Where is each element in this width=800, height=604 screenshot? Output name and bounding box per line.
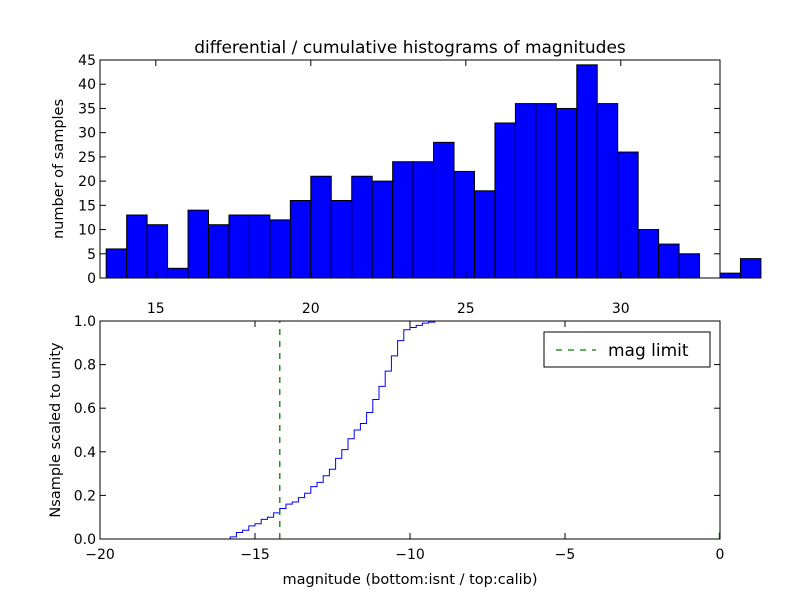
y-tick-label: 25: [78, 150, 96, 166]
histogram-bars: [105, 64, 762, 279]
histogram-bar: [576, 64, 598, 279]
top-plot-frame: [99, 59, 721, 279]
histogram-bar: [392, 161, 414, 279]
chart-title: differential / cumulative histograms of …: [194, 38, 626, 58]
histogram-bar: [433, 141, 455, 279]
histogram-bar: [351, 175, 373, 279]
y-tick-label: 10: [78, 223, 96, 239]
y-tick-label: 0.4: [74, 445, 96, 461]
histogram-bar: [494, 122, 516, 279]
top-y-ticks: 0 5 10 15 20 25 30 35 40 45: [78, 53, 720, 287]
histogram-bar: [412, 161, 435, 279]
histogram-bar: [310, 175, 332, 279]
histogram-bar: [187, 209, 209, 279]
legend-entry-mag-limit: mag limit: [608, 341, 689, 361]
histogram-bar: [330, 199, 353, 279]
y-tick-label: 5: [87, 247, 96, 263]
histogram-bar: [658, 243, 680, 279]
bottom-y-axis-label: Nsample scaled to unity: [48, 342, 64, 518]
y-tick-label: 40: [78, 77, 96, 93]
bottom-y-ticks: 0.0 0.2 0.4 0.6 0.8 1.0: [74, 314, 720, 548]
top-y-axis-label: number of samples: [51, 99, 67, 239]
y-tick-label: 1.0: [74, 314, 96, 330]
histogram-bar: [289, 199, 312, 279]
x-tick-label: 20: [302, 301, 320, 317]
histogram-bar: [535, 103, 557, 279]
y-tick-label: 0.0: [74, 532, 96, 548]
histogram-bar: [555, 107, 578, 279]
y-tick-label: 0.8: [74, 358, 96, 374]
x-tick-label: −5: [555, 547, 576, 563]
y-tick-label: 0.6: [74, 401, 96, 417]
x-tick-label: 15: [147, 301, 165, 317]
histogram-bar: [739, 258, 762, 279]
histogram-bar: [248, 214, 271, 279]
cumulative-lines: [100, 320, 720, 540]
histogram-bar: [371, 180, 394, 279]
bottom-x-ticks: −20 −15 −10 −5 0: [85, 321, 724, 563]
histogram-bar: [678, 253, 701, 279]
histogram-bar: [453, 170, 475, 279]
histogram-bar: [473, 190, 496, 279]
histogram-bar: [637, 229, 660, 279]
histogram-bar: [146, 224, 169, 279]
x-tick-label: −15: [240, 547, 270, 563]
histogram-bar: [269, 219, 291, 279]
x-tick-label: −20: [85, 547, 115, 563]
histogram-bar: [514, 103, 537, 279]
y-tick-label: 0.2: [74, 488, 96, 504]
y-tick-label: 15: [78, 198, 96, 214]
cumulative-step-line: [100, 320, 472, 540]
histogram-bar: [617, 151, 639, 279]
histogram-bar: [719, 272, 741, 279]
histogram-bar: [596, 103, 619, 279]
y-tick-label: 0: [87, 271, 96, 287]
y-tick-label: 20: [78, 174, 96, 190]
x-tick-label: 0: [716, 547, 725, 563]
differential-histogram: differential / cumulative histograms of …: [51, 38, 762, 317]
histogram-bar: [228, 214, 250, 279]
y-tick-label: 30: [78, 126, 96, 142]
histogram-bar: [105, 248, 128, 279]
x-tick-label: 25: [457, 301, 475, 317]
bottom-x-axis-label: magnitude (bottom:isnt / top:calib): [282, 572, 537, 588]
histogram-bar: [167, 267, 189, 279]
legend: mag limit: [543, 331, 711, 368]
histogram-bar: [208, 224, 230, 279]
y-tick-label: 45: [78, 53, 96, 69]
histogram-bar: [126, 214, 148, 279]
cumulative-histogram: 0.0 0.2 0.4 0.6 0.8 1.0 −20 −15 −10 −5 0 Nsample …: [48, 314, 724, 588]
x-tick-label: 30: [612, 301, 630, 317]
top-x-ticks: 15 20 25 30: [147, 60, 630, 317]
x-tick-label: −10: [395, 547, 425, 563]
y-tick-label: 35: [78, 101, 96, 117]
